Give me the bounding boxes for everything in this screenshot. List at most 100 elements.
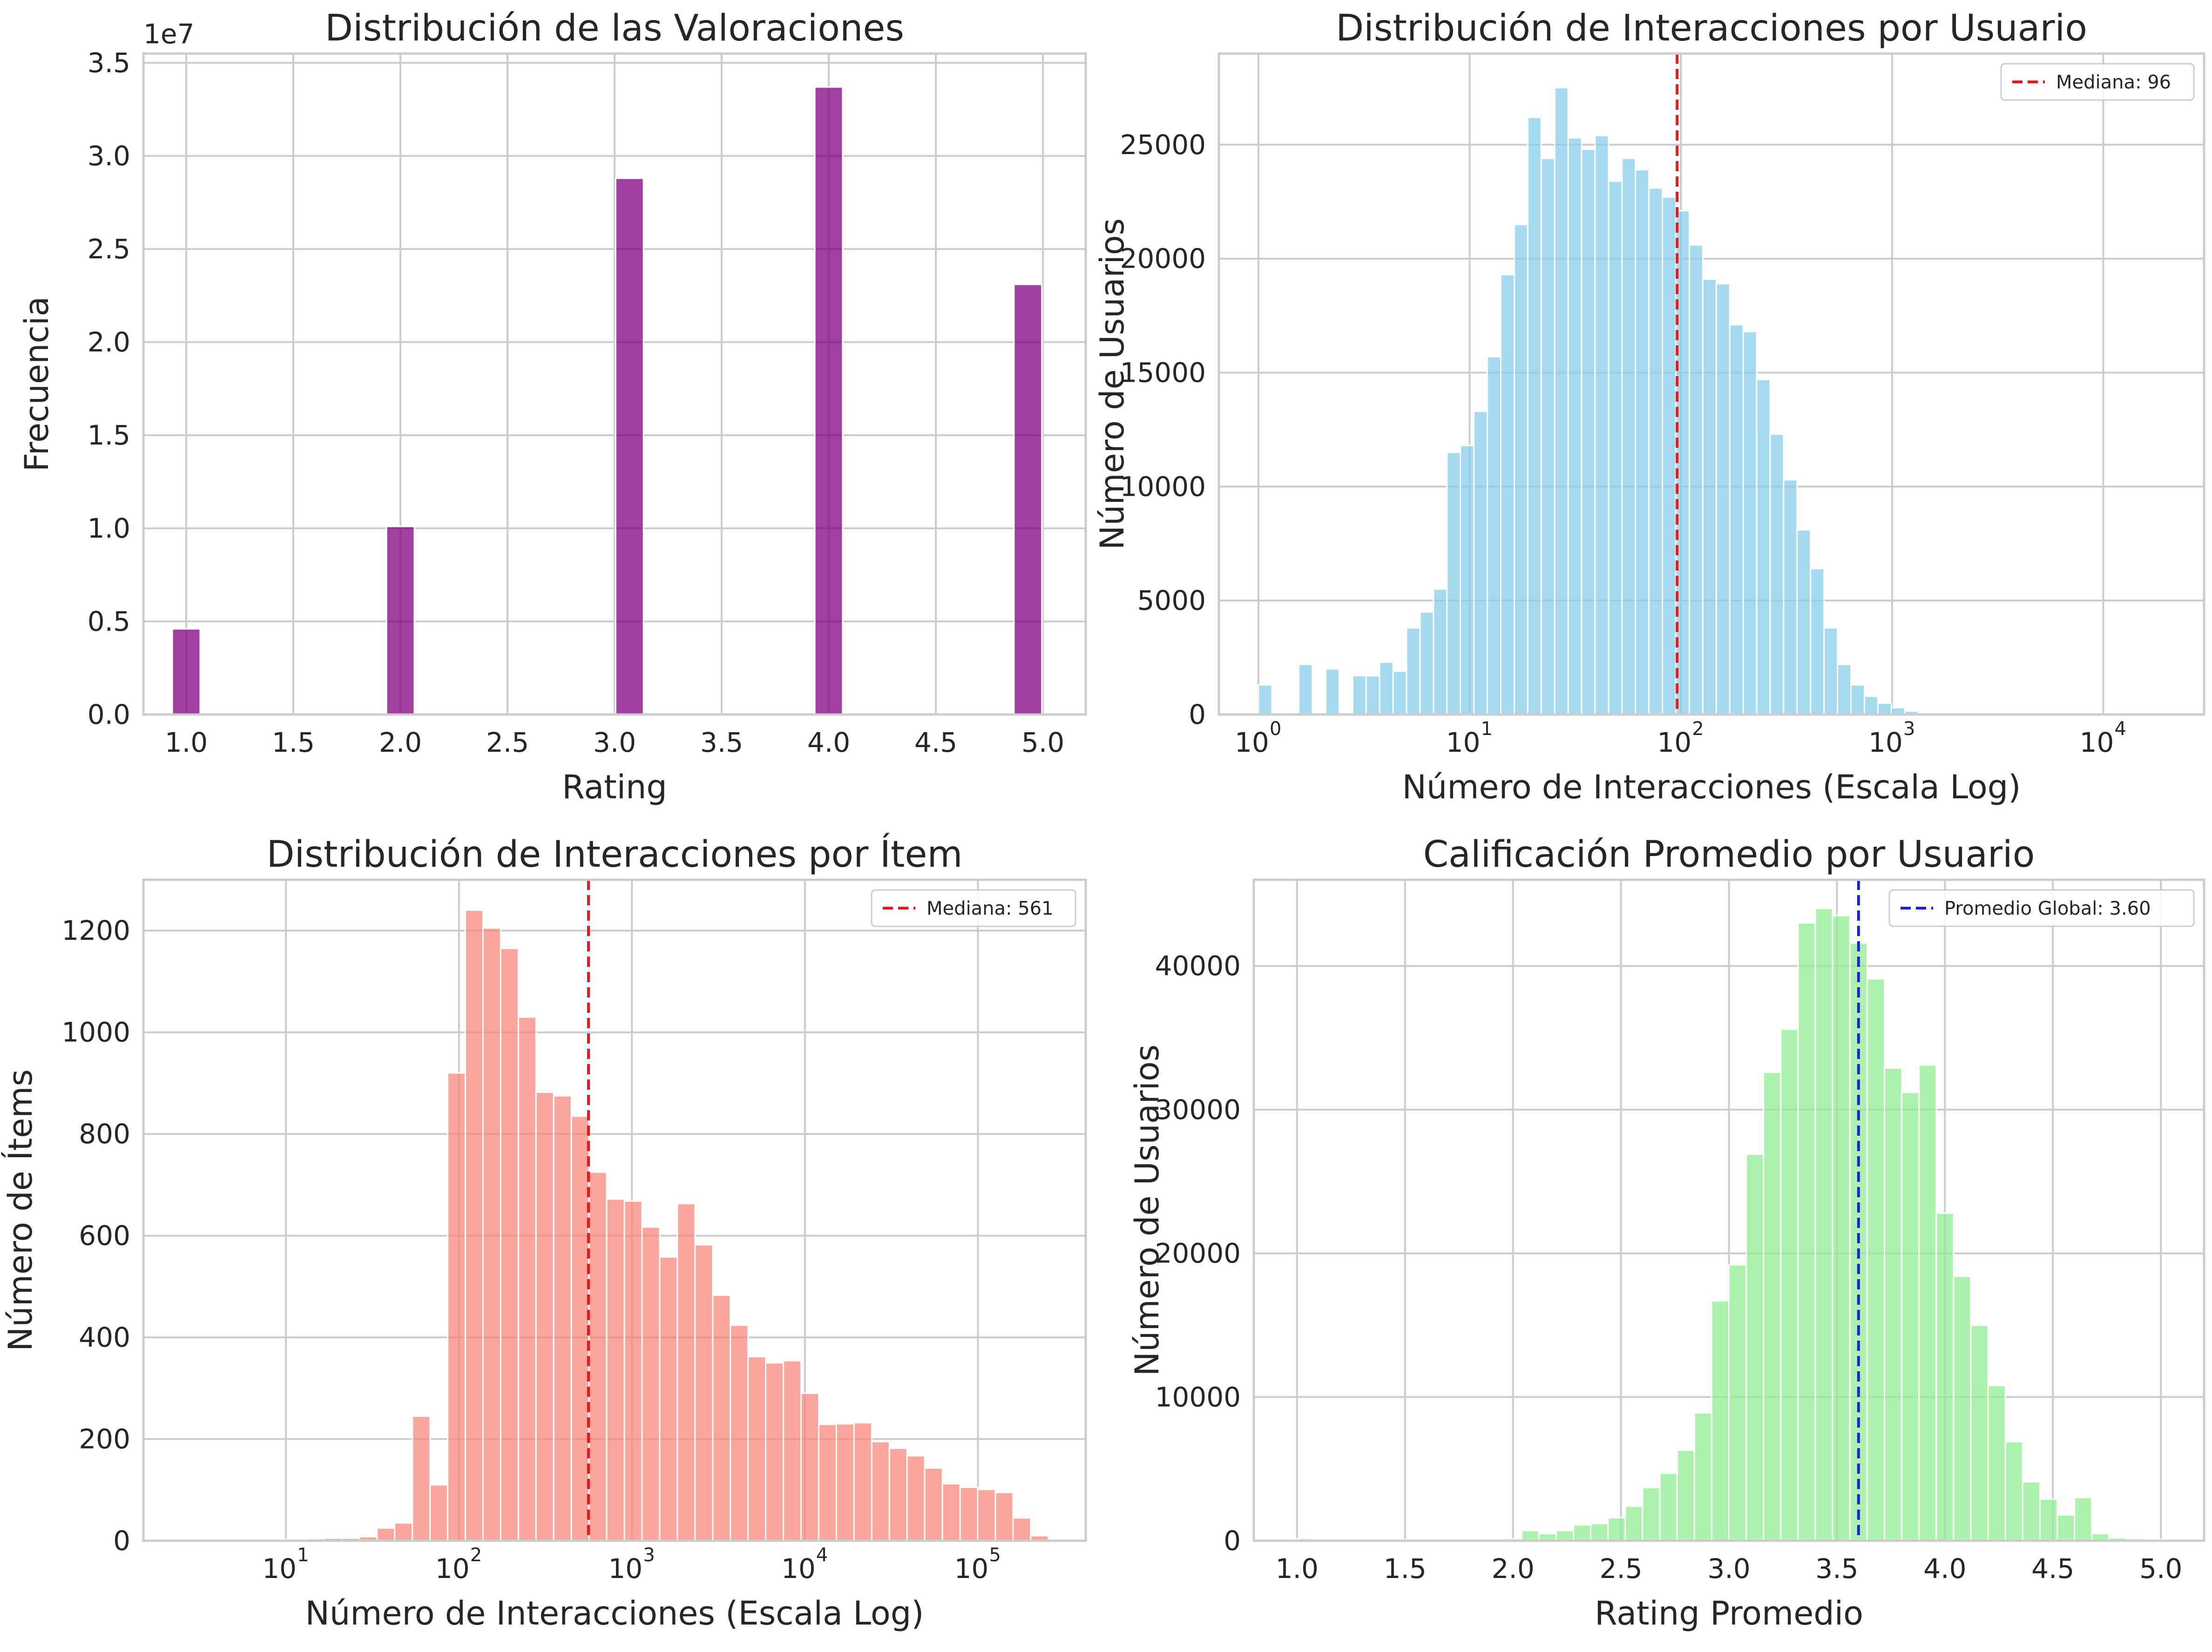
x-tick-exponent: 5: [989, 1544, 1001, 1566]
histogram-bar: [2074, 1497, 2093, 1542]
histogram-bar: [394, 1522, 413, 1542]
histogram-bar: [1352, 675, 1367, 715]
x-tick-label: 3.0: [593, 727, 636, 758]
histogram-bar: [1797, 922, 1816, 1542]
histogram-bar: [694, 1244, 714, 1542]
histogram-bar: [1500, 274, 1515, 715]
histogram-bar: [606, 1198, 625, 1542]
histogram-bar: [2056, 1514, 2076, 1542]
histogram-bar: [1953, 1275, 1972, 1542]
x-tick-label: 2.5: [486, 727, 529, 758]
legend-label: Mediana: 96: [2056, 72, 2171, 93]
histogram-bar: [464, 910, 484, 1542]
y-axis-label: Número de Ítems: [1, 1069, 40, 1351]
histogram-bar: [1659, 1472, 1678, 1542]
legend-box: [871, 889, 1076, 927]
x-tick-label: 10: [608, 1553, 643, 1585]
x-tick-exponent: 4: [2115, 718, 2126, 740]
histogram-bar: [1688, 244, 1704, 715]
histogram-bar: [1648, 187, 1664, 715]
x-tick-label: 2.0: [379, 727, 422, 758]
histogram-bar: [994, 1491, 1014, 1542]
axes-frame: [1218, 52, 2205, 716]
x-tick-exponent: 4: [816, 1544, 828, 1566]
x-tick-label: 10: [781, 1553, 816, 1585]
histogram-bar: [783, 1360, 802, 1542]
histogram-bar: [1814, 908, 1833, 1542]
x-tick-label: 5.0: [1021, 727, 1064, 758]
chart-title: Calificación Promedio por Usuario: [1423, 834, 2035, 876]
histogram-bar: [1711, 1300, 1730, 1542]
histogram-bar: [386, 526, 415, 715]
histogram-bar: [615, 177, 644, 715]
x-tick-label: 5.0: [2139, 1553, 2182, 1585]
x-tick-label: 3.0: [1707, 1553, 1750, 1585]
histogram-bar: [412, 1415, 431, 1542]
y-tick-label: 800: [79, 1118, 130, 1150]
y-axis-label: Frecuencia: [18, 297, 56, 472]
histogram-bar: [712, 1294, 731, 1542]
histogram-bar: [1796, 529, 1812, 715]
y-tick-label: 1.0: [88, 512, 130, 544]
histogram-bar: [924, 1467, 943, 1542]
axes-frame: [142, 52, 1087, 716]
histogram-bar: [1837, 663, 1852, 715]
histogram-bar: [1473, 411, 1488, 715]
histogram-bar: [517, 1016, 537, 1542]
histogram-bar: [1823, 627, 1839, 715]
histogram-bar: [800, 1392, 819, 1542]
histogram-bar: [1555, 1530, 1575, 1542]
y-tick-label: 25000: [1120, 129, 1206, 161]
y-tick-label: 0.0: [88, 699, 130, 730]
histogram-bar: [447, 1072, 466, 1542]
histogram-bar: [814, 86, 844, 715]
x-tick-label: 10: [435, 1553, 470, 1585]
histogram-bar: [1013, 283, 1043, 715]
y-tick-label: 20000: [1155, 1238, 1241, 1269]
histogram-bar: [2039, 1498, 2058, 1542]
histogram-bar: [1635, 169, 1650, 715]
x-tick-label: 3.5: [700, 727, 743, 758]
histogram-bar: [1729, 324, 1744, 715]
x-tick-label: 4.5: [2031, 1553, 2074, 1585]
histogram-bar: [1676, 1450, 1695, 1542]
histogram-bar: [1877, 702, 1892, 715]
x-tick-label: 10: [2080, 727, 2114, 758]
histogram-bar: [1810, 568, 1825, 715]
y-tick-label: 20000: [1120, 243, 1206, 275]
x-axis-label: Número de Interacciones (Escala Log): [305, 1594, 924, 1632]
histogram-bar: [1832, 915, 1851, 1542]
histogram-bar: [1987, 1385, 2006, 1542]
x-tick-label: 10: [1868, 727, 1903, 758]
histogram-bar: [1460, 445, 1475, 715]
histogram-bar: [853, 1422, 873, 1542]
histogram-bar: [1624, 1505, 1644, 1542]
histogram-bar: [1607, 1517, 1626, 1542]
histogram-bar: [376, 1527, 396, 1542]
histogram-bar: [570, 1115, 590, 1542]
histogram-bar: [747, 1356, 767, 1542]
histogram-bar: [1662, 196, 1677, 715]
x-tick-label: 10: [954, 1553, 989, 1585]
y-tick-label: 15000: [1120, 357, 1206, 389]
chart-2: 10 0 10 1 10 2 10 3 10 40500010000150002000025000…: [1093, 7, 2205, 806]
histogram-bar: [906, 1455, 926, 1542]
y-tick-label: 2.5: [88, 233, 130, 265]
histogram-bar: [941, 1483, 961, 1542]
x-tick-label: 2.5: [1599, 1553, 1642, 1585]
histogram-bar: [623, 1200, 643, 1542]
y-axis-label: Número de Usuarios: [1128, 1045, 1166, 1376]
x-tick-label: 10: [1446, 727, 1481, 758]
y-tick-label: 3.0: [88, 140, 130, 172]
x-tick-exponent: 0: [1270, 718, 1281, 740]
histogram-bar: [1521, 1530, 1540, 1542]
x-tick-label: 10: [262, 1553, 297, 1585]
chart-1: 1.0 1.5 2.0 2.5 3.0 3.5 4.0 4.5 5.0 0.0 0.5 1.0 1.5 2…: [18, 7, 1087, 806]
x-tick-exponent: 2: [1692, 718, 1704, 740]
histogram-bar: [765, 1362, 785, 1542]
histogram-bar: [1745, 1153, 1765, 1542]
y-tick-label: 0: [113, 1525, 130, 1557]
y-tick-label: 5000: [1137, 585, 1206, 616]
legend-box: [2000, 63, 2195, 101]
y-axis-label: Número de Usuarios: [1093, 218, 1131, 550]
